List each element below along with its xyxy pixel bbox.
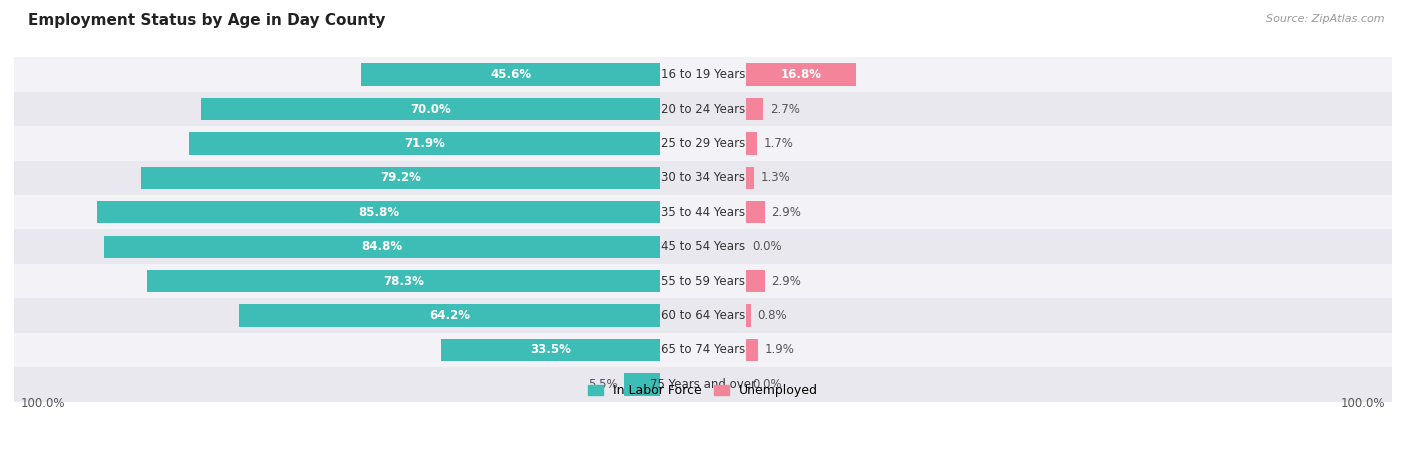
Text: 2.9%: 2.9%: [772, 206, 801, 219]
Bar: [14, 230, 1392, 264]
Text: 16.8%: 16.8%: [780, 68, 821, 81]
Text: 60 to 64 Years: 60 to 64 Years: [661, 309, 745, 322]
Bar: [201, 98, 661, 120]
Bar: [146, 270, 661, 292]
Bar: [188, 132, 661, 155]
Text: 45.6%: 45.6%: [491, 68, 531, 81]
Text: Source: ZipAtlas.com: Source: ZipAtlas.com: [1267, 14, 1385, 23]
Bar: [14, 333, 1392, 367]
Bar: [745, 132, 756, 155]
Bar: [104, 235, 661, 258]
Text: 78.3%: 78.3%: [382, 274, 425, 288]
Bar: [14, 92, 1392, 126]
Legend: In Labor Force, Unemployed: In Labor Force, Unemployed: [583, 379, 823, 402]
Bar: [745, 201, 765, 224]
Text: 85.8%: 85.8%: [359, 206, 399, 219]
Bar: [745, 166, 754, 189]
Bar: [14, 126, 1392, 161]
Text: 0.0%: 0.0%: [752, 240, 782, 253]
Bar: [239, 304, 661, 327]
Text: 16 to 19 Years: 16 to 19 Years: [661, 68, 745, 81]
Text: 2.7%: 2.7%: [770, 103, 800, 116]
Bar: [745, 339, 758, 361]
Text: 1.3%: 1.3%: [761, 171, 790, 184]
Text: 25 to 29 Years: 25 to 29 Years: [661, 137, 745, 150]
Bar: [14, 264, 1392, 298]
Text: 70.0%: 70.0%: [411, 103, 451, 116]
Bar: [745, 270, 765, 292]
Text: 75 Years and over: 75 Years and over: [650, 378, 756, 391]
Text: 20 to 24 Years: 20 to 24 Years: [661, 103, 745, 116]
Text: 33.5%: 33.5%: [530, 343, 571, 356]
Bar: [14, 161, 1392, 195]
Bar: [361, 63, 661, 86]
Bar: [141, 166, 661, 189]
Text: 5.5%: 5.5%: [588, 378, 617, 391]
Text: 0.0%: 0.0%: [752, 378, 782, 391]
Text: 71.9%: 71.9%: [404, 137, 444, 150]
Text: 100.0%: 100.0%: [1341, 397, 1385, 410]
Bar: [14, 195, 1392, 230]
Text: 64.2%: 64.2%: [429, 309, 470, 322]
Bar: [14, 58, 1392, 92]
Bar: [97, 201, 661, 224]
Text: 65 to 74 Years: 65 to 74 Years: [661, 343, 745, 356]
Bar: [14, 367, 1392, 401]
Text: 1.7%: 1.7%: [763, 137, 793, 150]
Text: Employment Status by Age in Day County: Employment Status by Age in Day County: [28, 14, 385, 28]
Text: 0.8%: 0.8%: [758, 309, 787, 322]
Text: 30 to 34 Years: 30 to 34 Years: [661, 171, 745, 184]
Text: 45 to 54 Years: 45 to 54 Years: [661, 240, 745, 253]
Bar: [745, 304, 751, 327]
Bar: [745, 63, 856, 86]
Text: 84.8%: 84.8%: [361, 240, 402, 253]
Text: 55 to 59 Years: 55 to 59 Years: [661, 274, 745, 288]
Bar: [440, 339, 661, 361]
Text: 2.9%: 2.9%: [772, 274, 801, 288]
Bar: [14, 298, 1392, 333]
Text: 79.2%: 79.2%: [380, 171, 420, 184]
Text: 35 to 44 Years: 35 to 44 Years: [661, 206, 745, 219]
Text: 1.9%: 1.9%: [765, 343, 794, 356]
Bar: [624, 373, 661, 396]
Text: 100.0%: 100.0%: [21, 397, 65, 410]
Bar: [745, 98, 763, 120]
